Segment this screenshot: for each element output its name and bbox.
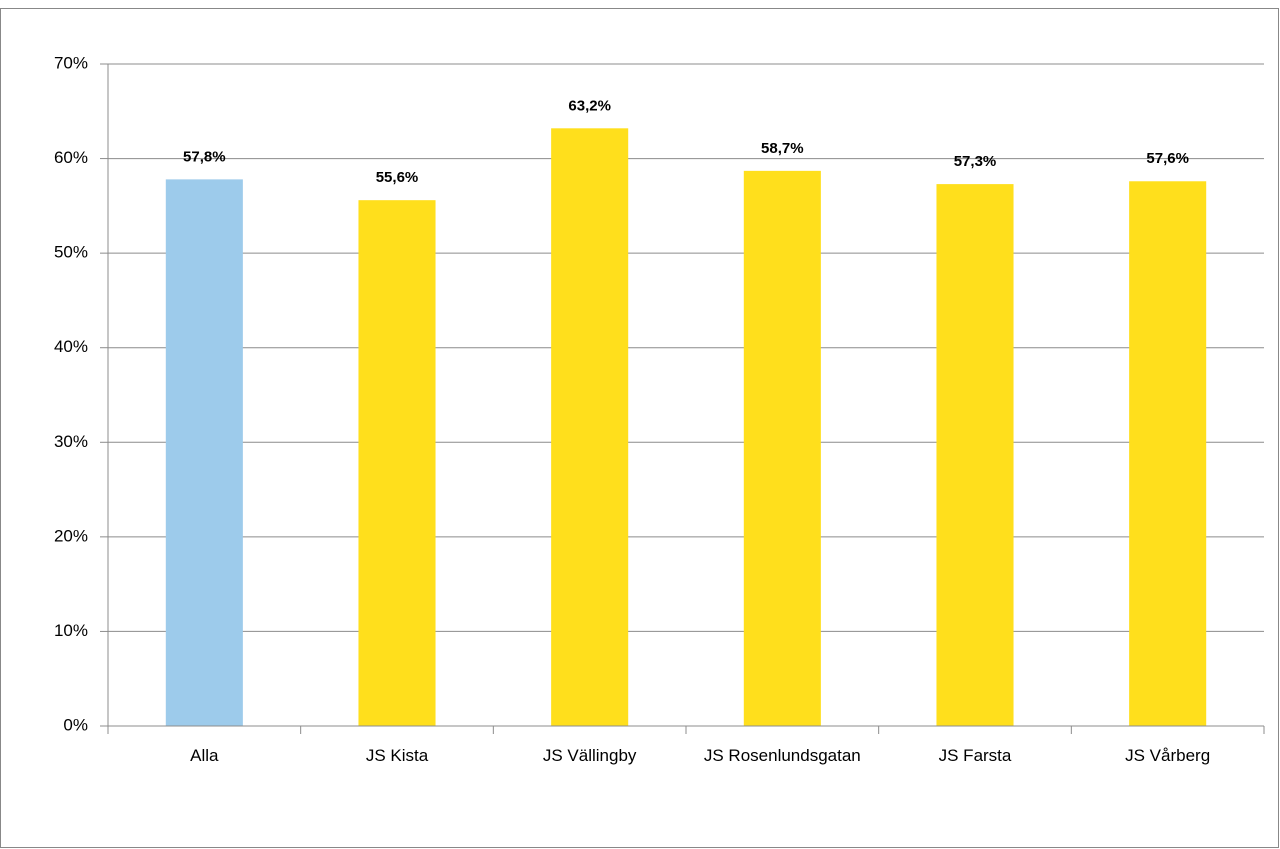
y-tick-label: 70%: [54, 53, 88, 72]
x-tick-label: JS Kista: [365, 746, 429, 765]
bar: [1129, 181, 1207, 727]
data-label: 55,6%: [376, 169, 419, 186]
y-tick-label: 10%: [54, 621, 88, 640]
x-tick-label: JS Vårberg: [1125, 746, 1211, 765]
y-tick-label: 50%: [54, 243, 88, 262]
bar: [743, 170, 821, 726]
bar: [358, 200, 436, 726]
y-tick-label: 40%: [54, 337, 88, 356]
y-tick-label: 0%: [63, 715, 88, 734]
bar: [936, 184, 1014, 726]
data-label: 57,8%: [183, 148, 226, 165]
data-label: 57,3%: [954, 153, 997, 170]
data-label: 63,2%: [568, 97, 611, 114]
x-tick-label: JS Farsta: [938, 746, 1012, 765]
y-tick-label: 30%: [54, 432, 88, 451]
y-tick-label: 60%: [54, 148, 88, 167]
y-tick-label: 20%: [54, 526, 88, 545]
bar: [165, 179, 243, 726]
data-label: 57,6%: [1146, 150, 1189, 167]
x-tick-label: JS Vällingby: [542, 746, 637, 765]
data-label: 58,7%: [761, 140, 804, 157]
bar: [551, 128, 629, 726]
x-tick-label: JS Rosenlundsgatan: [703, 746, 861, 765]
x-tick-label: Alla: [190, 746, 219, 765]
